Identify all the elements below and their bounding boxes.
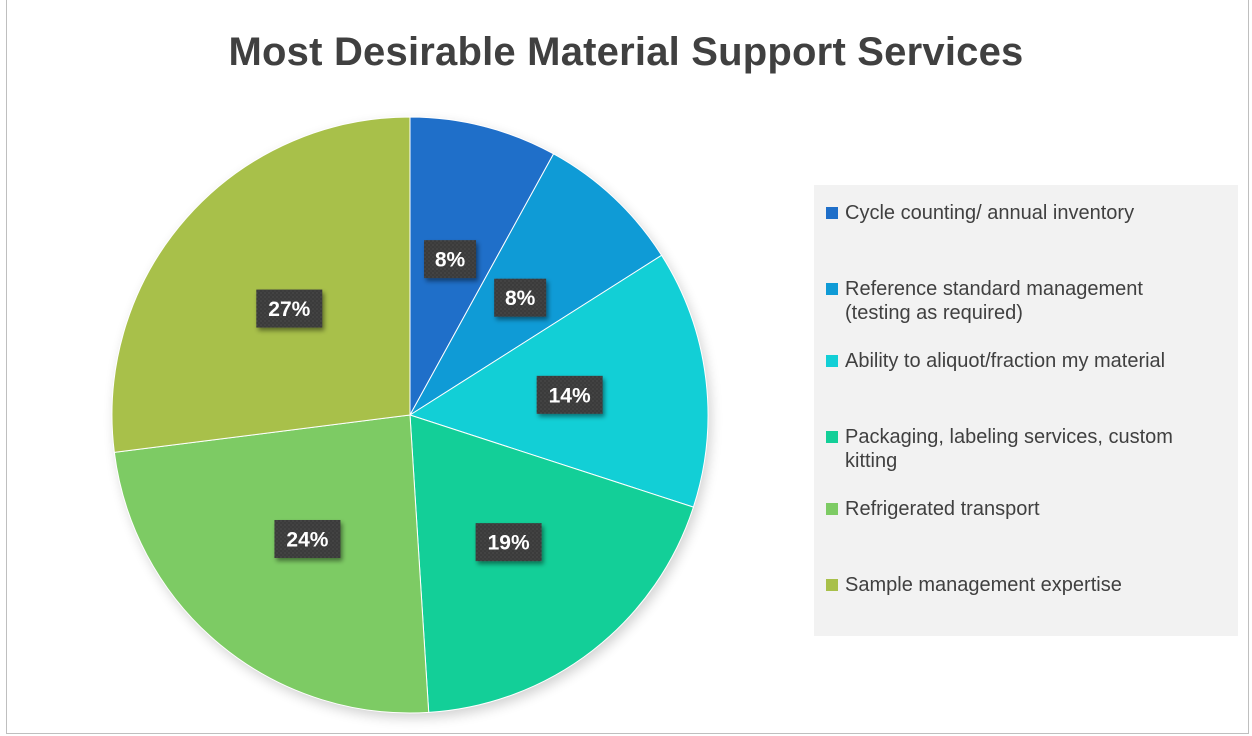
legend-label-line: Cycle counting/ annual inventory — [845, 202, 1135, 224]
legend-label-line: kitting — [845, 450, 898, 472]
legend-swatch — [826, 431, 838, 443]
data-label-box — [494, 278, 547, 317]
legend-label: Cycle counting/ annual inventory — [845, 201, 1237, 225]
legend-swatch — [826, 579, 838, 591]
legend-label-line: Packaging, labeling services, custom — [845, 426, 1173, 448]
legend-label: Sample management expertise — [845, 573, 1237, 597]
pie-slice-5 — [113, 414, 430, 714]
legend-label: Packaging, labeling services, custom kitt… — [845, 425, 1237, 473]
data-label-box — [536, 375, 603, 414]
data-label-box — [475, 523, 542, 562]
legend-label-line: Refrigerated transport — [845, 498, 1040, 520]
data-label-box — [256, 289, 323, 328]
chart-legend: Cycle counting/ annual inventory Referenc… — [814, 185, 1238, 636]
data-label-text: 24% — [286, 528, 328, 551]
legend-swatch — [826, 503, 838, 515]
legend-label: Ability to aliquot/fraction my material — [845, 349, 1237, 373]
data-label-5: 24% — [274, 519, 341, 558]
legend-label-line: Ability to aliquot/fraction my material — [845, 350, 1166, 372]
chart-title: Most Desirable Material Support Services — [228, 30, 1024, 74]
legend-label-line: Reference standard management — [845, 278, 1143, 300]
data-label-4: 19% — [475, 523, 542, 562]
data-label-box — [274, 519, 341, 558]
pie-slice-6 — [111, 116, 411, 453]
pie-slice-1 — [409, 116, 555, 416]
data-label-text: 8% — [505, 287, 536, 310]
data-label-1: 8% — [424, 240, 477, 279]
legend-swatch — [826, 207, 838, 219]
legend-label: Refrigerated transport — [845, 497, 1237, 521]
data-label-text: 19% — [488, 532, 530, 555]
data-label-text: 14% — [549, 384, 591, 407]
data-label-text: 27% — [268, 298, 310, 321]
legend-swatch — [826, 283, 838, 295]
legend-label-line: (testing as required) — [845, 302, 1023, 324]
data-label-box — [424, 240, 477, 279]
pie-slice-4 — [409, 414, 695, 713]
data-label-3: 14% — [536, 375, 603, 414]
data-label-2: 8% — [494, 278, 547, 317]
data-label-text: 8% — [435, 249, 466, 272]
legend-label: Reference standard management (testing as… — [845, 277, 1237, 325]
legend-swatch — [826, 355, 838, 367]
data-label-6: 27% — [256, 289, 323, 328]
legend-label-line: Sample management expertise — [845, 574, 1122, 596]
